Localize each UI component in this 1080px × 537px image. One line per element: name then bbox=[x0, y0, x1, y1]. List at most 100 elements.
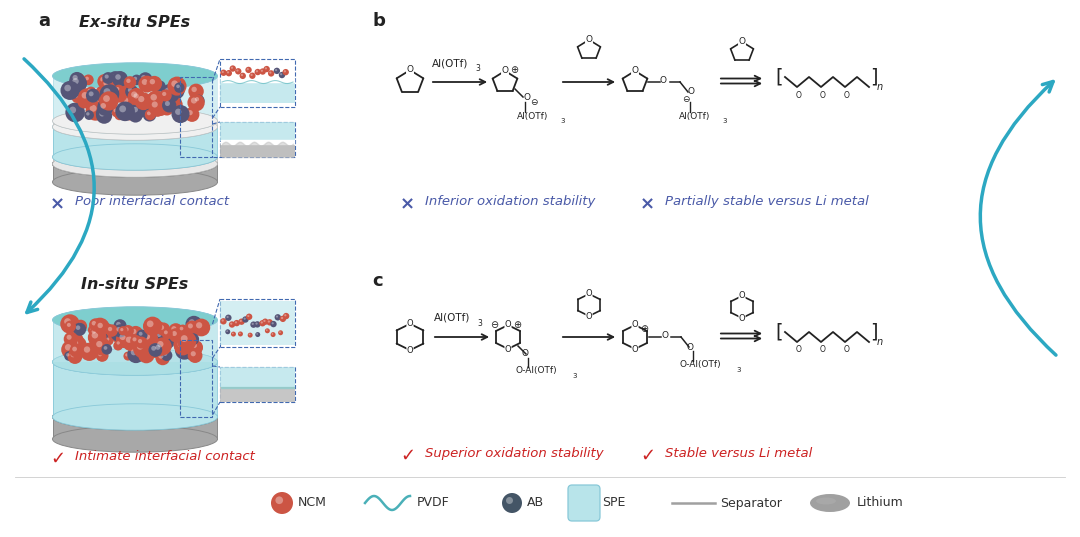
Circle shape bbox=[165, 96, 183, 113]
Circle shape bbox=[69, 74, 87, 93]
Circle shape bbox=[226, 329, 230, 334]
Text: O: O bbox=[820, 91, 826, 99]
Circle shape bbox=[134, 335, 139, 339]
Circle shape bbox=[138, 339, 143, 343]
Circle shape bbox=[86, 89, 99, 103]
Circle shape bbox=[188, 84, 204, 99]
Polygon shape bbox=[53, 127, 217, 157]
Circle shape bbox=[156, 351, 170, 365]
Text: b: b bbox=[372, 12, 384, 30]
Circle shape bbox=[162, 328, 173, 339]
Circle shape bbox=[256, 322, 258, 325]
Circle shape bbox=[269, 71, 271, 74]
Circle shape bbox=[267, 319, 273, 325]
Circle shape bbox=[260, 321, 262, 324]
Text: O: O bbox=[739, 37, 745, 46]
Circle shape bbox=[283, 313, 289, 320]
Text: Partially stable versus Li metal: Partially stable versus Li metal bbox=[665, 195, 868, 208]
Ellipse shape bbox=[53, 349, 217, 375]
Ellipse shape bbox=[53, 114, 217, 140]
Circle shape bbox=[268, 321, 270, 323]
Ellipse shape bbox=[53, 404, 217, 430]
Text: n: n bbox=[877, 82, 883, 92]
Circle shape bbox=[247, 332, 253, 338]
Circle shape bbox=[77, 322, 81, 327]
Circle shape bbox=[117, 322, 121, 326]
Circle shape bbox=[192, 95, 204, 107]
Circle shape bbox=[147, 320, 166, 340]
Circle shape bbox=[147, 321, 153, 327]
Text: O: O bbox=[501, 66, 509, 75]
Circle shape bbox=[108, 90, 119, 101]
Circle shape bbox=[175, 341, 194, 360]
Circle shape bbox=[280, 316, 286, 322]
Text: n: n bbox=[877, 337, 883, 347]
Circle shape bbox=[94, 322, 102, 328]
Circle shape bbox=[98, 352, 103, 356]
Circle shape bbox=[82, 92, 89, 99]
Circle shape bbox=[124, 107, 130, 112]
Circle shape bbox=[507, 497, 513, 504]
Circle shape bbox=[246, 314, 253, 320]
Circle shape bbox=[129, 334, 139, 344]
Circle shape bbox=[90, 327, 102, 339]
Circle shape bbox=[104, 336, 113, 345]
Circle shape bbox=[177, 340, 181, 345]
Circle shape bbox=[133, 339, 152, 358]
Text: NCM: NCM bbox=[298, 497, 327, 510]
Text: Al(OTf): Al(OTf) bbox=[434, 313, 471, 323]
Text: ⊖: ⊖ bbox=[681, 96, 689, 105]
Circle shape bbox=[98, 89, 105, 95]
Circle shape bbox=[164, 330, 167, 335]
Circle shape bbox=[174, 337, 188, 352]
Bar bbox=[220, 367, 295, 388]
Circle shape bbox=[84, 110, 94, 120]
Circle shape bbox=[260, 70, 264, 72]
Circle shape bbox=[234, 321, 238, 323]
Circle shape bbox=[177, 341, 184, 347]
Circle shape bbox=[71, 92, 83, 103]
Circle shape bbox=[131, 332, 146, 346]
Circle shape bbox=[127, 97, 133, 102]
Circle shape bbox=[93, 328, 108, 344]
Text: Al(OTf): Al(OTf) bbox=[432, 58, 469, 68]
Circle shape bbox=[87, 325, 98, 336]
Circle shape bbox=[247, 315, 249, 317]
Circle shape bbox=[104, 88, 110, 95]
Circle shape bbox=[116, 87, 119, 91]
Circle shape bbox=[136, 337, 148, 349]
Text: O: O bbox=[660, 76, 667, 84]
Circle shape bbox=[64, 351, 73, 361]
Circle shape bbox=[162, 103, 165, 106]
Circle shape bbox=[283, 69, 289, 75]
Circle shape bbox=[122, 332, 140, 351]
Circle shape bbox=[161, 87, 173, 99]
Circle shape bbox=[161, 84, 180, 103]
Circle shape bbox=[160, 100, 170, 111]
Circle shape bbox=[69, 106, 76, 113]
Circle shape bbox=[170, 85, 176, 91]
FancyArrowPatch shape bbox=[24, 59, 94, 313]
Polygon shape bbox=[53, 76, 217, 121]
Circle shape bbox=[239, 318, 245, 325]
Circle shape bbox=[188, 348, 202, 363]
Circle shape bbox=[100, 91, 106, 96]
Circle shape bbox=[94, 320, 110, 335]
Text: O: O bbox=[585, 289, 592, 297]
Circle shape bbox=[227, 316, 229, 318]
Circle shape bbox=[66, 353, 69, 357]
Circle shape bbox=[96, 350, 107, 361]
Circle shape bbox=[148, 343, 162, 357]
Ellipse shape bbox=[53, 63, 217, 89]
Ellipse shape bbox=[53, 307, 217, 333]
Text: In-situ SPEs: In-situ SPEs bbox=[81, 277, 189, 292]
Circle shape bbox=[157, 105, 162, 110]
Circle shape bbox=[89, 91, 94, 96]
Text: a: a bbox=[38, 12, 50, 30]
Text: ×: × bbox=[640, 195, 656, 213]
Text: O: O bbox=[661, 330, 669, 339]
Text: O: O bbox=[504, 345, 511, 354]
Circle shape bbox=[140, 330, 158, 347]
Circle shape bbox=[157, 323, 171, 336]
Circle shape bbox=[131, 90, 146, 105]
